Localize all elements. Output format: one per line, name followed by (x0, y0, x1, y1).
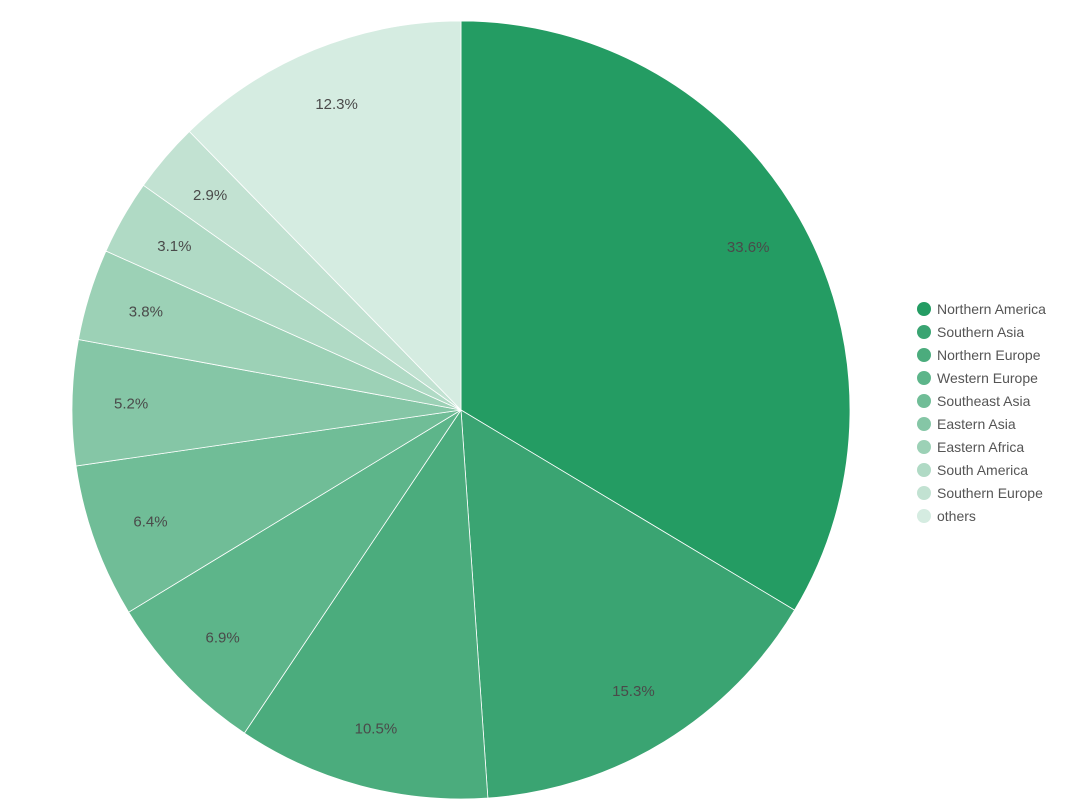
legend-item-southern-europe[interactable]: Southern Europe (917, 481, 1046, 504)
legend-label: Southern Europe (937, 484, 1043, 501)
pie-slices (71, 20, 851, 800)
slice-value-label: 5.2% (114, 395, 148, 412)
pie-slice-western-europe[interactable] (128, 409, 462, 734)
legend-item-western-europe[interactable]: Western Europe (917, 366, 1046, 389)
legend-swatch-icon (917, 393, 931, 408)
slice-value-label: 15.3% (612, 683, 655, 700)
slice-value-label: 12.3% (315, 96, 358, 113)
legend-item-others[interactable]: others (917, 504, 1046, 527)
legend-item-southeast-asia[interactable]: Southeast Asia (917, 389, 1046, 412)
legend-swatch-icon (917, 462, 931, 477)
pie-slice-northern-europe[interactable] (243, 408, 489, 800)
legend-item-south-america[interactable]: South America (917, 458, 1046, 481)
legend-item-southern-asia[interactable]: Southern Asia (917, 320, 1046, 343)
slice-value-label: 10.5% (355, 720, 398, 737)
legend-item-eastern-africa[interactable]: Eastern Africa (917, 435, 1046, 458)
slice-value-label: 6.9% (205, 630, 239, 647)
legend-swatch-icon (917, 508, 931, 523)
pie-value-labels: 33.6% 15.3% 10.5% 6.9% 6.4% 5.2% 3.8% 3.1% 2.9% 1… (114, 96, 770, 737)
legend-swatch-icon (917, 370, 931, 385)
legend-label: Western Europe (937, 369, 1038, 386)
pie-slice-southern-asia[interactable] (460, 409, 796, 799)
legend-swatch-icon (917, 347, 931, 362)
legend-label: Southeast Asia (937, 392, 1031, 409)
legend-swatch-icon (917, 416, 931, 431)
slice-value-label: 2.9% (193, 187, 227, 204)
legend-label: Eastern Asia (937, 415, 1016, 432)
legend-label: South America (937, 461, 1029, 478)
legend-item-northern-america[interactable]: Northern America (917, 297, 1046, 320)
pie-slice-northern-america[interactable] (460, 20, 851, 611)
legend: Northern America Southern Asia Northern Eu… (917, 297, 1046, 527)
slice-value-label: 3.8% (129, 304, 163, 321)
legend-label: Northern America (937, 300, 1046, 317)
pie-slice-others[interactable] (188, 20, 462, 411)
slice-value-label: 6.4% (133, 513, 167, 530)
legend-label: Southern Asia (937, 323, 1025, 340)
legend-label: Eastern Africa (937, 438, 1025, 455)
pie-slice-southeast-asia[interactable] (75, 409, 462, 613)
legend-swatch-icon (917, 439, 931, 454)
legend-swatch-icon (917, 324, 931, 339)
legend-label: Northern Europe (937, 346, 1041, 363)
legend-swatch-icon (917, 301, 931, 316)
slice-value-label: 3.1% (157, 238, 191, 255)
legend-swatch-icon (917, 485, 931, 500)
legend-label: others (937, 507, 976, 524)
legend-item-eastern-asia[interactable]: Eastern Asia (917, 412, 1046, 435)
slice-value-label: 33.6% (727, 239, 770, 256)
legend-item-northern-europe[interactable]: Northern Europe (917, 343, 1046, 366)
